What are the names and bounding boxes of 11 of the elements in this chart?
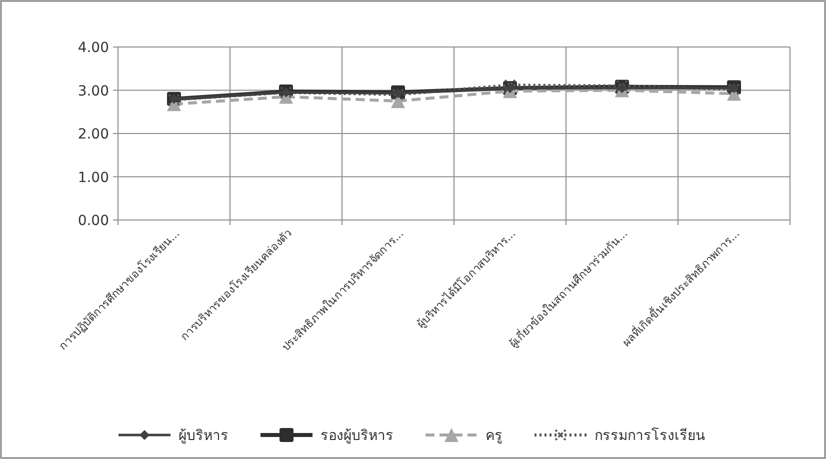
legend-label: ครู [486,428,502,444]
legend-label: ผู้บริหาร [178,428,228,444]
legend-label: รองผู้บริหาร [320,428,394,444]
y-tick-label: 2.00 [78,126,109,142]
y-tick-label: 0.00 [78,213,109,229]
y-tick-label: 4.00 [78,40,109,56]
y-tick-label: 3.00 [78,83,109,100]
point [392,88,404,101]
legend-label: กรรมการโรงเรียน [594,427,706,444]
point [504,79,516,92]
y-tick-label: 1.00 [78,170,109,186]
